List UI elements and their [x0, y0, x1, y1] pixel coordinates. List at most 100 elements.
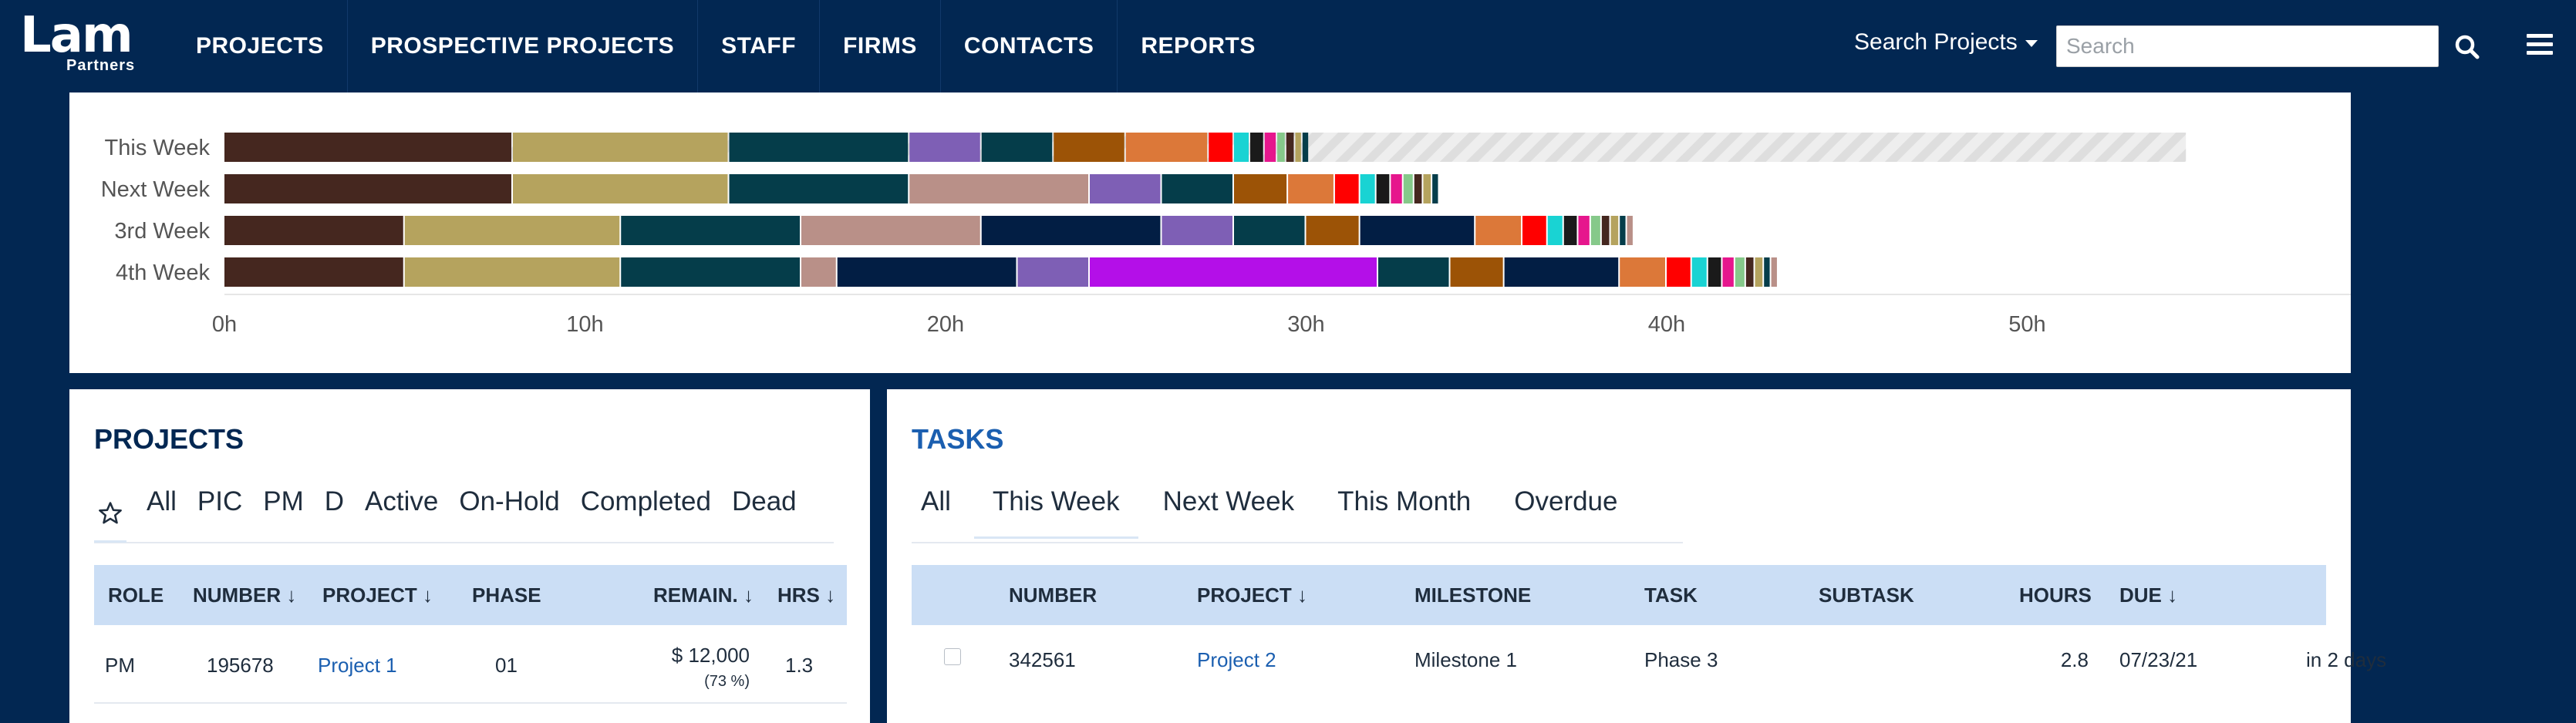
nav-item-prospective-projects[interactable]: PROSPECTIVE PROJECTS: [348, 0, 699, 92]
bar-segment[interactable]: [1378, 257, 1449, 287]
bar-segment[interactable]: [1522, 216, 1546, 245]
col-remain[interactable]: REMAIN. ↓: [653, 583, 754, 607]
tab-overdue[interactable]: Overdue: [1514, 486, 1618, 516]
bar-segment[interactable]: [513, 174, 728, 203]
bar-segment[interactable]: [1620, 257, 1665, 287]
nav-item-contacts[interactable]: CONTACTS: [941, 0, 1118, 92]
bar-segment[interactable]: [1627, 216, 1633, 245]
bar-segment[interactable]: [1475, 216, 1521, 245]
filter-dead[interactable]: Dead: [731, 486, 797, 516]
tab-this-week[interactable]: This Week: [973, 485, 1138, 539]
bar-segment[interactable]: [1722, 257, 1734, 287]
bar-segment[interactable]: [1391, 174, 1402, 203]
bar-segment[interactable]: [1302, 133, 1309, 162]
col-project[interactable]: PROJECT ↓: [322, 583, 433, 607]
bar-segment[interactable]: [837, 257, 1017, 287]
bar-segment[interactable]: [1610, 216, 1619, 245]
bar-segment[interactable]: [1771, 257, 1777, 287]
bar-segment[interactable]: [513, 133, 728, 162]
project-link[interactable]: Project 1: [318, 654, 397, 677]
bar-segment[interactable]: [1286, 133, 1294, 162]
filter-on-hold[interactable]: On-Hold: [459, 486, 560, 516]
tab-this-month[interactable]: This Month: [1337, 486, 1472, 516]
bar-segment[interactable]: [1745, 257, 1754, 287]
bar-segment[interactable]: [1432, 174, 1438, 203]
col-phase[interactable]: PHASE: [472, 583, 541, 607]
bar-segment[interactable]: [1764, 257, 1770, 287]
nav-item-staff[interactable]: STAFF: [698, 0, 821, 92]
bar-segment[interactable]: [909, 133, 980, 162]
col-role[interactable]: ROLE: [108, 583, 164, 607]
bar-segment[interactable]: [1578, 216, 1590, 245]
star-icon[interactable]: [94, 486, 126, 543]
bar-segment[interactable]: [1708, 257, 1721, 287]
bar-segment[interactable]: [1288, 174, 1334, 203]
bar-segment[interactable]: [621, 257, 800, 287]
bar-segment[interactable]: [1360, 174, 1375, 203]
search-input[interactable]: [2056, 25, 2439, 67]
nav-item-firms[interactable]: FIRMS: [820, 0, 941, 92]
bar-segment[interactable]: [1691, 257, 1707, 287]
col-subtask[interactable]: SUBTASK: [1819, 583, 1914, 607]
bar-segment[interactable]: [621, 216, 800, 245]
search-icon[interactable]: [2453, 32, 2483, 63]
bar-segment[interactable]: [1403, 174, 1413, 203]
bar-segment[interactable]: [1125, 133, 1208, 162]
filter-pm[interactable]: PM: [263, 486, 304, 516]
hamburger-menu-icon[interactable]: [2527, 34, 2553, 57]
col-number[interactable]: NUMBER ↓: [193, 583, 296, 607]
filter-completed[interactable]: Completed: [580, 486, 711, 516]
filter-all[interactable]: All: [147, 486, 177, 516]
task-checkbox[interactable]: [944, 648, 961, 665]
bar-segment[interactable]: [1234, 174, 1287, 203]
col-hrs[interactable]: HRS ↓: [777, 583, 835, 607]
bar-segment[interactable]: [1090, 174, 1161, 203]
bar-segment[interactable]: [981, 133, 1053, 162]
bar-segment[interactable]: [1504, 257, 1619, 287]
bar-segment[interactable]: [224, 257, 403, 287]
bar-segment[interactable]: [1334, 174, 1359, 203]
bar-segment[interactable]: [801, 216, 980, 245]
bar-segment[interactable]: [1277, 133, 1285, 162]
nav-item-projects[interactable]: PROJECTS: [173, 0, 348, 92]
bar-segment[interactable]: [1090, 257, 1377, 287]
bar-segment[interactable]: [1250, 133, 1263, 162]
bar-segment[interactable]: [1450, 257, 1503, 287]
bar-segment[interactable]: [224, 133, 511, 162]
bar-segment[interactable]: [729, 133, 909, 162]
col-due[interactable]: DUE ↓: [2119, 583, 2177, 607]
bar-segment[interactable]: [1054, 133, 1124, 162]
bar-segment[interactable]: [1563, 216, 1577, 245]
bar-segment[interactable]: [224, 174, 511, 203]
bar-segment[interactable]: [1735, 257, 1745, 287]
bar-segment[interactable]: [1017, 257, 1089, 287]
bar-segment[interactable]: [404, 216, 620, 245]
col-number[interactable]: NUMBER: [1009, 583, 1097, 607]
bar-segment[interactable]: [801, 257, 836, 287]
bar-segment[interactable]: [1162, 216, 1233, 245]
col-project[interactable]: PROJECT ↓: [1197, 583, 1307, 607]
bar-segment[interactable]: [1376, 174, 1390, 203]
col-milestone[interactable]: MILESTONE: [1414, 583, 1531, 607]
bar-segment[interactable]: [1360, 216, 1475, 245]
bar-segment[interactable]: [1306, 216, 1359, 245]
nav-item-reports[interactable]: REPORTS: [1141, 33, 1256, 59]
bar-segment[interactable]: [1547, 216, 1563, 245]
bar-segment[interactable]: [1755, 257, 1763, 287]
bar-segment[interactable]: [1162, 174, 1233, 203]
bar-segment[interactable]: [729, 174, 909, 203]
bar-segment[interactable]: [404, 257, 620, 287]
tab-next-week[interactable]: Next Week: [1162, 486, 1295, 516]
table-row[interactable]: PM 195678 Project 1 01 $ 12,000 (73 %) 1…: [94, 625, 847, 704]
col-task[interactable]: TASK: [1644, 583, 1698, 607]
filter-pic[interactable]: PIC: [197, 486, 243, 516]
bar-segment[interactable]: [1264, 133, 1276, 162]
bar-segment[interactable]: [981, 216, 1161, 245]
bar-segment[interactable]: [1590, 216, 1600, 245]
bar-segment[interactable]: [1423, 174, 1431, 203]
filter-active[interactable]: Active: [365, 486, 439, 516]
bar-segment[interactable]: [1209, 133, 1232, 162]
project-link[interactable]: Project 2: [1197, 648, 1276, 671]
bar-segment[interactable]: [1667, 257, 1691, 287]
tab-all[interactable]: All: [921, 486, 951, 516]
